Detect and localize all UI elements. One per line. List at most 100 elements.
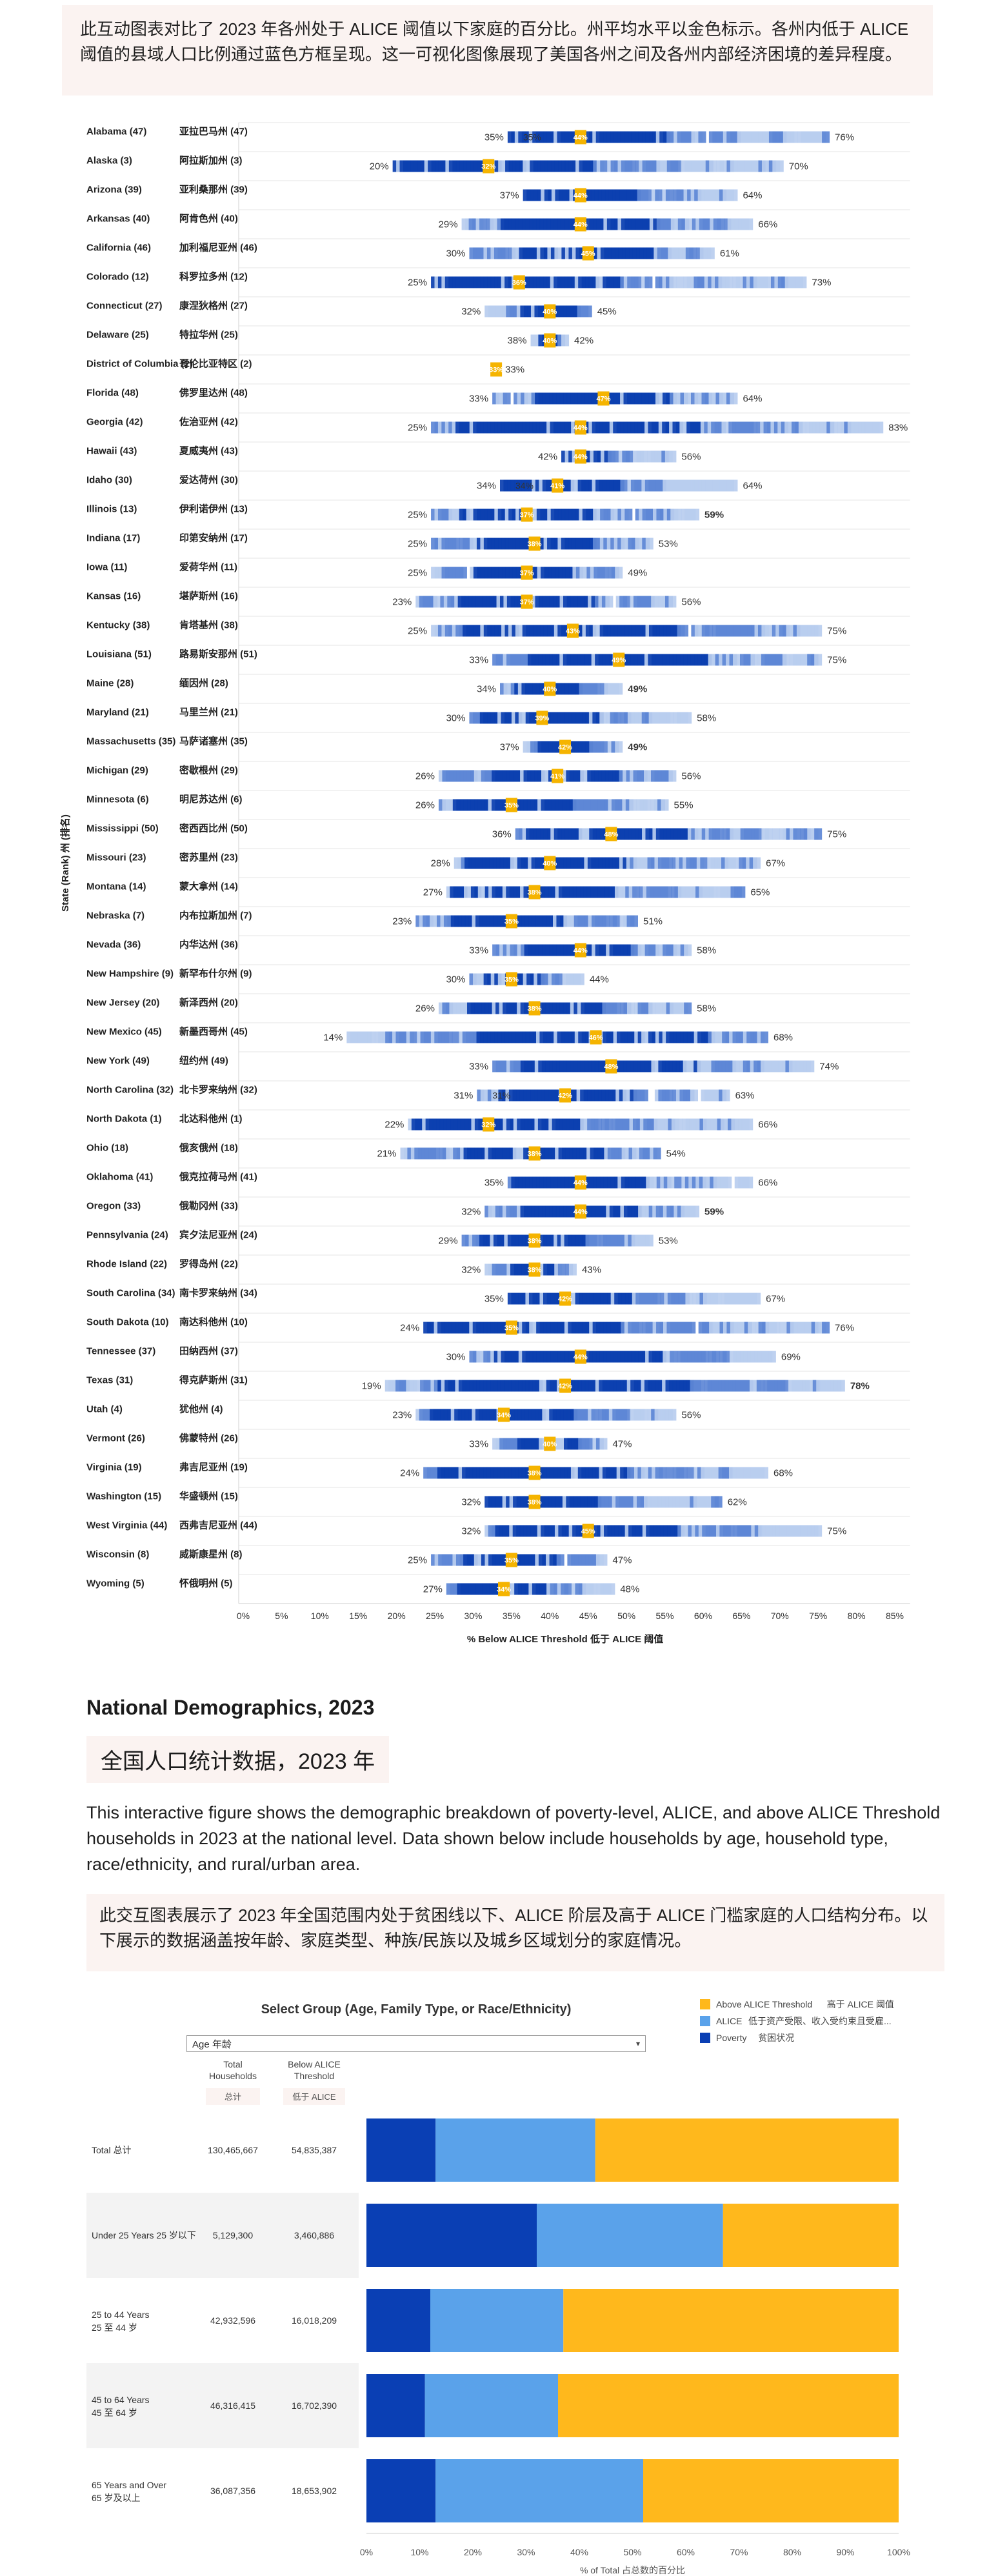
state-row: Wyoming (5) 怀俄明州 (5) 34% 27% 48% [86,1578,639,1596]
state-average-marker [605,827,617,841]
county-box [668,1409,677,1421]
state-average-label: 35% [504,1325,519,1333]
state-label: Alabama (47) [86,126,146,137]
state-row: South Carolina (34) 南卡罗来纳州 (34) 42% 35% 67% [86,1287,785,1306]
county-box [615,683,623,695]
state-row: California (46) 加利福尼亚州 (46) 45% 30% 61% [86,242,739,261]
county-box [459,567,467,579]
state-label: Iowa (11) [86,562,127,573]
max-value-label: 78% [850,1381,870,1392]
column-header-below-alice: Threshold [294,2071,334,2081]
state-average-marker [590,1030,602,1045]
max-value-label: 67% [766,1294,785,1305]
county-box [413,1380,421,1392]
state-average-marker [613,652,625,667]
bar-segment-alice [537,2204,723,2267]
state-label: Mississippi (50) [86,823,159,834]
county-box [640,450,648,463]
county-box [615,741,623,753]
max-value-label: 68% [773,1032,793,1043]
x-axis-label: % of Total 占总数的百分比 [580,2565,685,2575]
county-box [814,1525,823,1537]
bar-segment-poverty [366,2459,436,2522]
state-label-cn: 阿肯色州 (40) [179,213,238,225]
category-label: Total 总计 [92,2145,131,2155]
x-gridlines [238,122,910,1604]
county-box [605,596,614,608]
state-average-label: 38% [528,1238,542,1245]
x-tick-label: 0% [360,2547,373,2557]
max-value-label: 62% [728,1497,747,1508]
category-label-cn: 45 至 64 岁 [92,2408,137,2418]
state-label: Oregon (33) [86,1201,141,1212]
min-value-label: 26% [415,1003,435,1014]
state-average-marker [566,623,579,638]
state-average-label: 34% [497,1412,511,1420]
state-average-marker [544,304,556,319]
min-value-label: 30% [446,713,465,724]
min-value-label: 35% [484,1294,504,1305]
group-select-dropdown[interactable]: Age 年龄 ▾ [186,2035,646,2052]
x-tick-label: 45% [579,1611,597,1621]
county-box [749,421,757,434]
state-average-label: 47% [596,396,610,403]
state-row: Nebraska (7) 内布拉斯加州 (7) 35% 23% 51% [86,910,663,929]
state-label: Arizona (39) [86,185,142,196]
state-label: Indiana (17) [86,533,140,544]
x-tick-label: 20% [464,2547,482,2557]
legend-label: Poverty [716,2033,746,2043]
x-axis-label: % Below ALICE Threshold 低于 ALICE 阈值 [467,1633,663,1645]
x-tick-label: 50% [623,2547,641,2557]
demographic-row: 45 to 64 Years 45 至 64 岁 46,316,415 16,702,… [86,2363,899,2448]
state-label-cn: 马里兰州 (21) [179,707,238,718]
state-label: California (46) [86,243,151,254]
county-box [635,1322,643,1334]
state-row: Arkansas (40) 阿肯色州 (40) 44% 29% 66% [86,213,777,232]
county-box [717,218,725,230]
county-box [790,131,798,143]
legend-label: ALICE [716,2016,742,2026]
demographic-row: 65 Years and Over 65 岁及以上 36,087,356 18,653… [92,2459,899,2522]
state-label-cn: 得克萨斯州 (31) [179,1374,248,1386]
min-value-label: 29% [439,219,458,230]
state-row: District of Columbia (2)哥伦比亚特区 (2) 33% 33% [86,358,524,377]
demographic-row: 25 to 44 Years 25 至 44 岁 42,932,596 16,018,… [92,2289,899,2352]
state-average-label: 40% [543,337,557,345]
state-average-label: 38% [528,1499,542,1507]
state-row: Minnesota (6) 明尼苏达州 (6) 35% 26% 55% [86,794,694,812]
county-box [692,1205,700,1218]
min-value-label: 37% [500,742,519,753]
county-box [601,567,609,579]
county-box [659,1467,667,1479]
state-row: Nevada (36) 内华达州 (36) 44% 33% 58% [86,939,716,958]
state-average-marker [574,217,586,232]
max-value-label: 56% [681,1410,701,1421]
county-box [684,712,692,724]
county-box [725,276,734,288]
county-box [624,508,633,521]
county-box [756,1380,764,1392]
state-average-label: 32% [481,1122,495,1129]
county-box [674,160,682,172]
county-box [737,886,746,898]
state-average-label: 38% [528,541,542,548]
state-average-marker [574,420,586,435]
below-alice-value: 16,018,209 [292,2315,337,2326]
county-box [698,131,706,143]
state-row: Montana (14) 蒙大拿州 (14) 38% 27% 65% [86,881,770,900]
county-box [814,654,823,666]
state-row: New York (49) 纽约州 (49) 48% 33% 74% [86,1055,839,1074]
state-label-cn: 密西西比州 (50) [179,823,248,834]
state-average-marker [521,594,533,609]
x-tick-label: 80% [783,2547,801,2557]
legend: Above ALICE Threshold 高于 ALICE 阈值 ALICE 低于资… [700,1999,894,2043]
min-value-label: 25% [408,277,427,288]
county-box [798,421,806,434]
max-value-label: 66% [758,1120,777,1131]
state-label: Maryland (21) [86,707,149,718]
county-box [674,1176,683,1189]
state-average-marker [498,1582,510,1596]
state-label: New York (49) [86,1056,150,1067]
total-households-value: 46,316,415 [210,2400,255,2411]
county-box [599,1554,608,1566]
